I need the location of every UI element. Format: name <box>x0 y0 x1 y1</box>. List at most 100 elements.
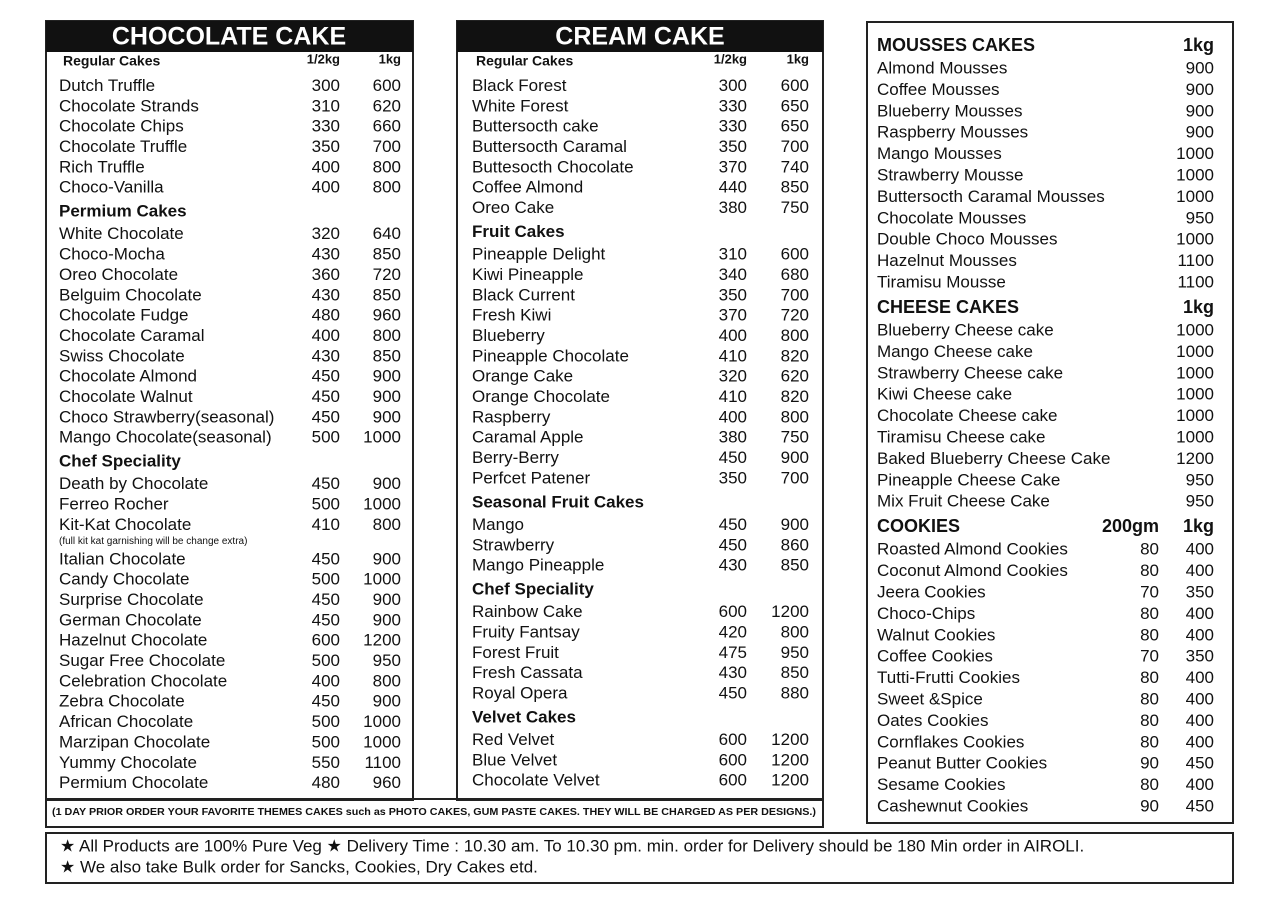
item-name: Blueberry Mousses <box>877 101 1023 120</box>
item-name: Coconut Almond Cookies <box>877 561 1068 580</box>
item-price: 750 <box>781 428 809 447</box>
footer-line: ★ We also take Bulk order for Sancks, Co… <box>60 857 538 876</box>
item-price: 80 <box>1140 775 1159 794</box>
item-price: 1000 <box>1176 363 1214 382</box>
item-price: 900 <box>373 610 401 629</box>
item-name: Royal Opera <box>472 684 568 703</box>
item-price: 500 <box>312 712 340 731</box>
item-price: 620 <box>781 367 809 386</box>
item-price: 350 <box>1186 582 1214 601</box>
item-price: 475 <box>719 643 747 662</box>
item-name: Choco Strawberry(seasonal) <box>59 407 274 426</box>
item-price: 800 <box>373 178 401 197</box>
item-price: 400 <box>719 326 747 345</box>
item-name: Kiwi Cheese cake <box>877 385 1012 404</box>
item-price: 80 <box>1140 561 1159 580</box>
section-heading: Regular Cakes <box>63 53 160 69</box>
item-price: 400 <box>1186 711 1214 730</box>
item-price: 800 <box>781 326 809 345</box>
item-name: Roasted Almond Cookies <box>877 540 1068 559</box>
item-price: 90 <box>1140 796 1159 815</box>
item-price: 1100 <box>364 753 401 772</box>
item-price: 850 <box>373 285 401 304</box>
item-name: Strawberry <box>472 535 555 554</box>
item-price: 1000 <box>1176 230 1214 249</box>
item-price: 330 <box>719 117 747 136</box>
item-name: White Forest <box>472 96 569 115</box>
item-price: 320 <box>719 367 747 386</box>
item-price: 900 <box>373 367 401 386</box>
item-name: Fruity Fantsay <box>472 622 580 641</box>
item-price: 700 <box>781 285 809 304</box>
item-price: 500 <box>312 651 340 670</box>
item-price: 800 <box>373 671 401 690</box>
item-price: 950 <box>373 651 401 670</box>
item-price: 80 <box>1140 625 1159 644</box>
item-price: 820 <box>781 387 809 406</box>
item-price: 900 <box>373 590 401 609</box>
item-price: 450 <box>312 367 340 386</box>
item-name: Permium Chocolate <box>59 773 208 792</box>
item-price: 500 <box>312 428 340 447</box>
column-header: 1/2kg <box>307 51 340 66</box>
item-price: 900 <box>1186 123 1214 142</box>
item-price: 300 <box>719 76 747 95</box>
item-price: 1200 <box>771 730 809 749</box>
item-price: 600 <box>719 750 747 769</box>
item-price: 400 <box>1186 775 1214 794</box>
item-price: 600 <box>373 76 401 95</box>
section-heading: Velvet Cakes <box>472 708 576 727</box>
item-name: Chocolate Truffle <box>59 137 187 156</box>
item-price: 900 <box>781 515 809 534</box>
item-name: Black Current <box>472 285 575 304</box>
item-price: 600 <box>719 730 747 749</box>
section-heading: Permium Cakes <box>59 202 187 221</box>
item-name: Tiramisu Cheese cake <box>877 427 1046 446</box>
item-price: 360 <box>312 265 340 284</box>
item-name: Belguim Chocolate <box>59 285 202 304</box>
item-price: 600 <box>312 631 340 650</box>
column-header: 1kg <box>379 51 401 66</box>
item-price: 450 <box>719 448 747 467</box>
item-name: Oreo Cake <box>472 198 554 217</box>
item-price: 410 <box>719 387 747 406</box>
item-price: 340 <box>719 265 747 284</box>
item-name: Raspberry <box>472 407 551 426</box>
item-name: Coffee Mousses <box>877 80 1000 99</box>
column-header: 1kg <box>787 51 809 66</box>
item-name: Almond Mousses <box>877 58 1007 77</box>
item-price: 450 <box>312 407 340 426</box>
item-price: 80 <box>1140 689 1159 708</box>
item-name: Kiwi Pineapple <box>472 265 584 284</box>
column-header: 1kg <box>1183 516 1214 536</box>
item-price: 800 <box>781 407 809 426</box>
item-price: 400 <box>1186 668 1214 687</box>
item-name: Red Velvet <box>472 730 554 749</box>
item-price: 800 <box>373 157 401 176</box>
item-price: 480 <box>312 773 340 792</box>
item-price: 900 <box>781 448 809 467</box>
item-name: Oates Cookies <box>877 711 989 730</box>
item-name: Choco-Chips <box>877 604 975 623</box>
item-name: Buttersocth Caramal <box>472 137 627 156</box>
item-price: 900 <box>373 474 401 493</box>
item-name: Coffee Cookies <box>877 647 993 666</box>
item-price: 380 <box>719 198 747 217</box>
item-price: 80 <box>1140 668 1159 687</box>
item-price: 850 <box>781 178 809 197</box>
title-bar <box>46 21 413 52</box>
item-name: Mango Chocolate(seasonal) <box>59 428 272 447</box>
item-name: German Chocolate <box>59 610 202 629</box>
item-price: 450 <box>312 610 340 629</box>
item-price: 350 <box>1186 647 1214 666</box>
item-price: 950 <box>781 643 809 662</box>
item-name: Swiss Chocolate <box>59 346 185 365</box>
section-heading: CHEESE CAKES <box>877 297 1019 317</box>
item-name: Raspberry Mousses <box>877 123 1028 142</box>
item-price: 350 <box>312 137 340 156</box>
item-price: 800 <box>373 515 401 534</box>
item-price: 1000 <box>1176 187 1214 206</box>
item-price: 450 <box>312 590 340 609</box>
